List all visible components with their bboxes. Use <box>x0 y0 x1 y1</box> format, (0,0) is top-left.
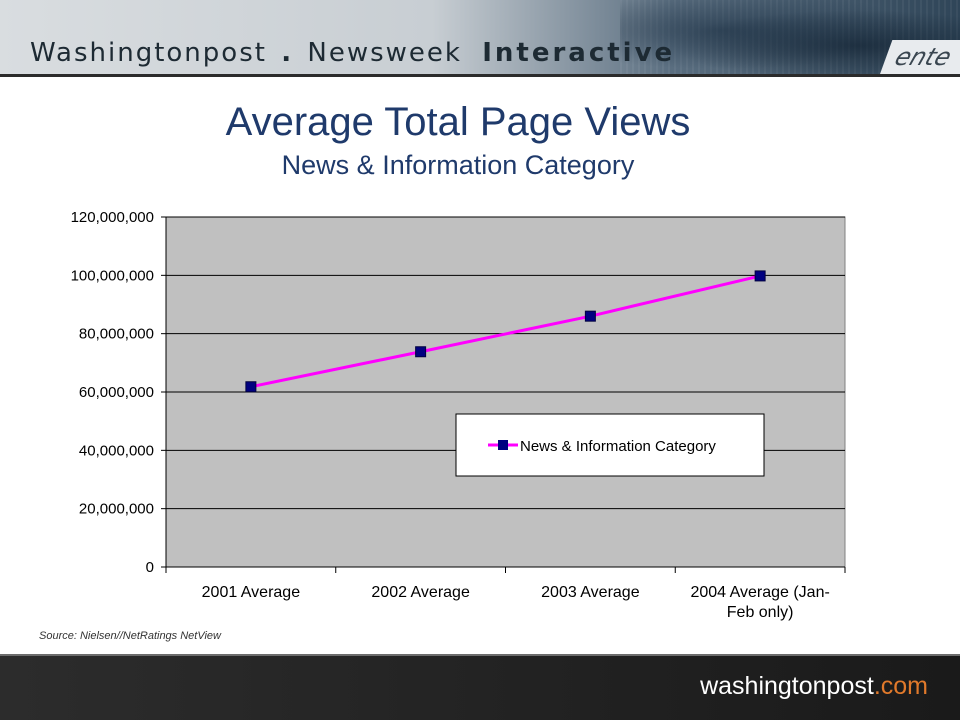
footer-divider <box>0 654 960 656</box>
brand-left: Washingtonpost <box>30 38 267 68</box>
brand-logo: Washingtonpost . Newsweek Interactive <box>30 38 675 68</box>
footer-bar <box>0 654 960 720</box>
washingtonpost-logo[interactable]: washingtonpost.com <box>700 672 928 701</box>
series-line <box>250 274 761 389</box>
x-tick-label: 2004 Average (Jan-Feb only) <box>690 584 829 621</box>
x-tick-label: 2002 Average <box>371 584 470 601</box>
legend-marker-swatch <box>498 440 508 450</box>
data-point <box>245 381 257 393</box>
banner-divider <box>0 74 960 77</box>
header-banner: Washingtonpost . Newsweek Interactive en… <box>0 0 960 76</box>
legend-label: News & Information Category <box>520 438 716 455</box>
y-tick-label: 0 <box>146 559 154 576</box>
brand-right: Interactive <box>482 38 676 68</box>
y-tick-label: 80,000,000 <box>79 326 154 343</box>
data-point <box>415 346 427 358</box>
x-tick-label: 2003 Average <box>541 584 640 601</box>
y-tick-label: 60,000,000 <box>79 384 154 401</box>
y-tick-label: 100,000,000 <box>71 267 154 284</box>
data-point <box>754 270 766 282</box>
brand-mid: Newsweek <box>307 38 462 68</box>
brand-dot: . <box>281 38 294 68</box>
data-point <box>584 310 596 322</box>
logo-main: washingtonpost <box>700 672 874 700</box>
x-tick-label: 2001 Average <box>202 584 301 601</box>
line-chart: 0 20,000,000 40,000,000 60,000,000 80,000,00… <box>71 209 846 621</box>
slide-title: Average Total Page Views <box>225 100 691 144</box>
logo-suffix: .com <box>873 672 928 700</box>
y-tick-label: 20,000,000 <box>79 501 154 518</box>
source-note: Source: Nielsen//NetRatings NetView <box>39 630 221 642</box>
slide-subtitle: News & Information Category <box>281 150 635 180</box>
y-tick-label: 120,000,000 <box>71 209 154 226</box>
y-tick-label: 40,000,000 <box>79 442 154 459</box>
